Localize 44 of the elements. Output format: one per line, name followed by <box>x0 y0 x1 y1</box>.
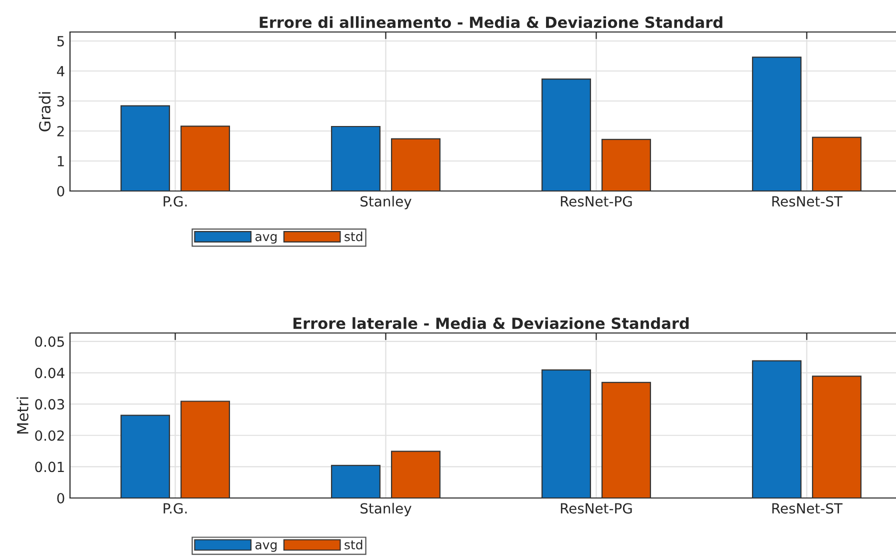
x-tick-label: Stanley <box>360 502 412 516</box>
x-tick-label: ResNet-PG <box>560 196 632 207</box>
bar <box>541 369 592 498</box>
bar <box>601 382 652 498</box>
chart-title: Errore laterale - Media & Deviazione Standard <box>294 317 689 330</box>
x-tick-label: P.G. <box>164 503 187 514</box>
bar <box>330 126 381 191</box>
bar <box>390 138 441 191</box>
y-tick-label: 0 <box>57 492 64 504</box>
legend-label: avg <box>255 542 277 552</box>
legend-label: std <box>344 232 362 242</box>
y-tick-label: 0.03 <box>35 399 64 410</box>
x-tick-label: ResNet-ST <box>772 503 843 514</box>
bar <box>601 138 652 191</box>
y-tick-label: 0.02 <box>35 430 64 441</box>
y-tick-label: 1 <box>58 156 64 166</box>
y-tick-label: 4 <box>56 66 64 76</box>
x-tick-label: ResNet-PG <box>560 503 632 514</box>
bar <box>120 105 170 191</box>
y-tick-label: 0.04 <box>35 368 64 378</box>
bar <box>812 136 862 191</box>
bar <box>180 126 230 191</box>
chart-title: Errore di allineamento - Media & Deviazione Standard <box>260 16 722 28</box>
bar <box>180 400 230 498</box>
bar <box>812 376 862 498</box>
x-tick-label: ResNet-ST <box>772 196 843 207</box>
x-tick-label: Stanley <box>360 196 412 210</box>
bar <box>752 56 802 191</box>
x-tick-label: P.G. <box>164 196 187 207</box>
y-axis-title: Metri <box>16 397 28 434</box>
legend-label: std <box>344 540 362 550</box>
bar <box>752 360 802 498</box>
bar <box>541 78 592 191</box>
y-tick-label: 3 <box>57 96 64 106</box>
y-tick-label: 5 <box>57 36 64 46</box>
y-tick-label: 0 <box>57 186 64 196</box>
y-tick-label: 0.05 <box>35 336 64 347</box>
bar <box>330 464 381 498</box>
y-tick-label: 0.01 <box>35 462 64 472</box>
y-tick-label: 2 <box>57 126 64 136</box>
legend-label: avg <box>255 234 277 244</box>
y-axis-title: Gradi <box>38 92 51 132</box>
bar <box>390 450 441 498</box>
bar <box>120 414 170 498</box>
